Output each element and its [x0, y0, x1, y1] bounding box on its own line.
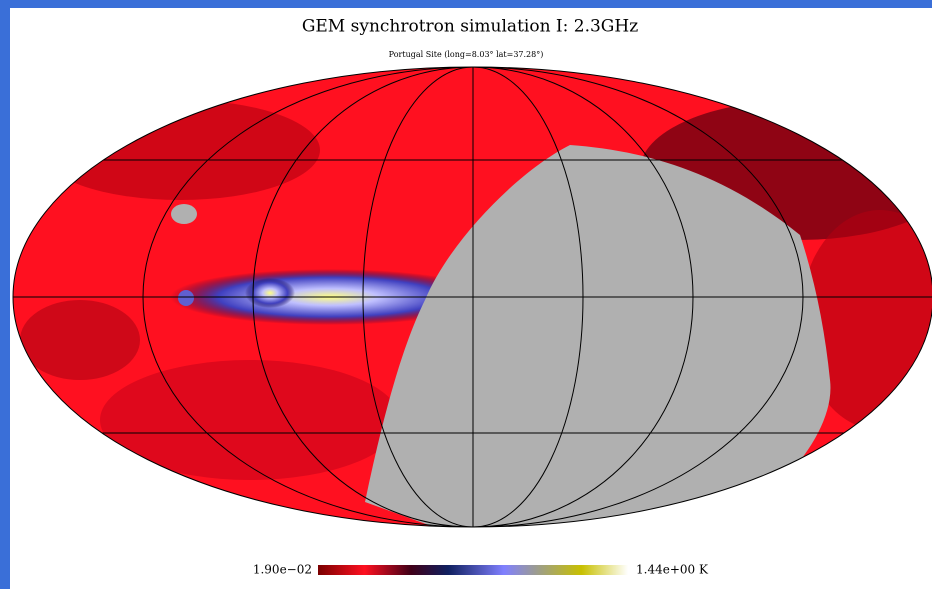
colorbar — [318, 565, 628, 575]
colorbar-min-label: 1.90e−02 — [253, 563, 312, 577]
map-subtitle: Portugal Site (long=8.03° lat=37.28°) — [389, 50, 544, 59]
sky-map-figure: GEM synchrotron simulation I: 2.3GHz Por… — [10, 8, 932, 589]
map-title: GEM synchrotron simulation I: 2.3GHz — [302, 17, 638, 37]
sky-map — [13, 67, 932, 527]
map-outline — [12, 66, 932, 528]
sky-mask — [365, 145, 831, 527]
colorbar-max-label: 1.44e+00 K — [636, 563, 709, 577]
graticule — [13, 67, 932, 527]
